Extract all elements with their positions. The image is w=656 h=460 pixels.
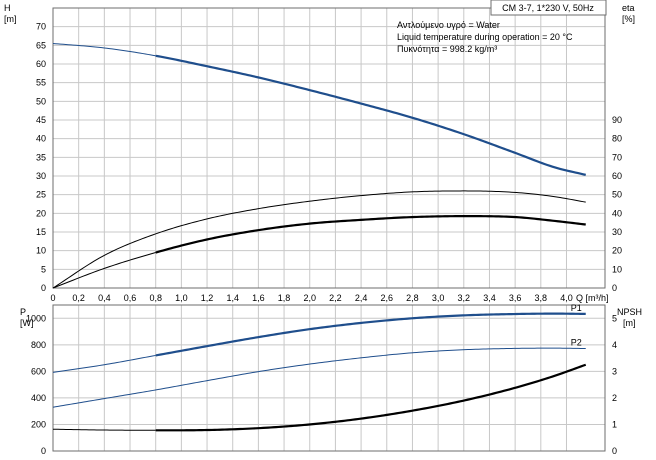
- y-tick-label-head: 50: [36, 96, 46, 106]
- y-tick-label-head: 65: [36, 40, 46, 50]
- y-tick-label-head: 60: [36, 59, 46, 69]
- y-tick-label-eta: 20: [612, 246, 622, 256]
- x-tick-label: 3,0: [432, 293, 445, 303]
- y-tick-label-head: 70: [36, 22, 46, 32]
- x-tick-label: 1,0: [175, 293, 188, 303]
- series-label-p1: P1: [571, 303, 582, 313]
- y-tick-label-eta: 40: [612, 208, 622, 218]
- y-tick-label-npsh: 5: [612, 313, 617, 323]
- y-tick-label-eta: 70: [612, 152, 622, 162]
- x-tick-label: 2,4: [355, 293, 368, 303]
- y-tick-label-head: 20: [36, 208, 46, 218]
- y-tick-label-eta: 60: [612, 171, 622, 181]
- power-p1-curve-thin: [52, 354, 156, 373]
- y-tick-label-power: 400: [31, 393, 46, 403]
- y-tick-label-head: 0: [41, 283, 46, 293]
- x-tick-label: 4,0: [560, 293, 573, 303]
- y-tick-label-power: 200: [31, 419, 46, 429]
- y-tick-label-power: 1000: [26, 313, 46, 323]
- top-plot-frame: [52, 7, 606, 289]
- x-tick-label: 1,2: [201, 293, 214, 303]
- power-p2-curve-thin: [52, 347, 586, 408]
- x-tick-label: 2,2: [329, 293, 342, 303]
- y-tick-label-head: 15: [36, 227, 46, 237]
- y-axis-label-power: P: [20, 307, 26, 317]
- y-tick-label-eta: 90: [612, 115, 622, 125]
- x-tick-label: 1,4: [226, 293, 239, 303]
- x-tick-label: 3,2: [458, 293, 471, 303]
- y-tick-label-power: 800: [31, 340, 46, 350]
- y-axis-unit-head: [m]: [4, 14, 17, 24]
- pump-title-box: [490, 0, 607, 16]
- y-axis-label-eta: eta: [622, 3, 635, 13]
- y-tick-label-eta: 30: [612, 227, 622, 237]
- y-tick-label-eta: 0: [612, 283, 617, 293]
- y-tick-label-npsh: 3: [612, 366, 617, 376]
- y-tick-label-head: 35: [36, 152, 46, 162]
- head-curve-thin: [52, 42, 156, 57]
- x-tick-label: 3,4: [483, 293, 496, 303]
- y-tick-label-head: 30: [36, 171, 46, 181]
- y-axis-label-npsh: NPSH: [617, 307, 642, 317]
- x-tick-label: 0: [50, 293, 55, 303]
- fluid-info-line: Αντλούμενο υγρό = Water: [397, 20, 500, 30]
- y-tick-label-eta: 80: [612, 134, 622, 144]
- x-tick-label: 3,8: [535, 293, 548, 303]
- y-tick-label-head: 55: [36, 78, 46, 88]
- x-tick-label: 0,4: [98, 293, 111, 303]
- x-tick-label: 1,8: [278, 293, 291, 303]
- y-axis-unit-power: [W]: [20, 318, 34, 328]
- y-tick-label-power: 600: [31, 366, 46, 376]
- y-tick-label-npsh: 4: [612, 340, 617, 350]
- y-tick-label-eta: 50: [612, 190, 622, 200]
- fluid-info-line: Πυκνότητα = 998.2 kg/m³: [397, 44, 497, 54]
- x-tick-label: 3,6: [509, 293, 522, 303]
- efficiency-total-curve-bold: [155, 215, 586, 254]
- y-tick-label-eta: 10: [612, 264, 622, 274]
- y-tick-label-head: 25: [36, 190, 46, 200]
- y-axis-unit-npsh: [m]: [623, 318, 636, 328]
- series-label-p2: P2: [571, 338, 582, 348]
- x-tick-label: 1,6: [252, 293, 265, 303]
- x-tick-label: 2,6: [381, 293, 394, 303]
- npsh-curve-bold: [155, 363, 587, 432]
- x-tick-label: 2,0: [303, 293, 316, 303]
- head-curve-bold: [155, 54, 586, 176]
- efficiency-total-curve-thin: [52, 252, 156, 289]
- y-tick-label-power: 0: [41, 446, 46, 456]
- power-p1-curve-bold: [155, 312, 586, 357]
- y-axis-unit-eta: [%]: [622, 14, 635, 24]
- y-tick-label-head: 10: [36, 246, 46, 256]
- y-tick-label-npsh: 2: [612, 393, 617, 403]
- x-axis-label: Q [m³/h]: [576, 293, 609, 303]
- fluid-info-line: Liquid temperature during operation = 20…: [397, 32, 573, 42]
- x-tick-label: 0,8: [149, 293, 162, 303]
- y-tick-label-head: 5: [41, 264, 46, 274]
- npsh-curve-thin: [52, 428, 156, 431]
- pump-title: CM 3-7, 1*230 V, 50Hz: [502, 3, 594, 13]
- y-tick-label-head: 40: [36, 134, 46, 144]
- y-tick-label-npsh: 1: [612, 419, 617, 429]
- y-axis-label-head: H: [4, 3, 11, 13]
- efficiency-pump-curve-thin: [52, 190, 586, 289]
- x-tick-label: 0,2: [72, 293, 85, 303]
- x-tick-label: 2,8: [406, 293, 419, 303]
- bottom-plot-frame: [52, 304, 606, 452]
- x-tick-label: 0,6: [124, 293, 137, 303]
- y-tick-label-npsh: 0: [612, 446, 617, 456]
- y-tick-label-head: 45: [36, 115, 46, 125]
